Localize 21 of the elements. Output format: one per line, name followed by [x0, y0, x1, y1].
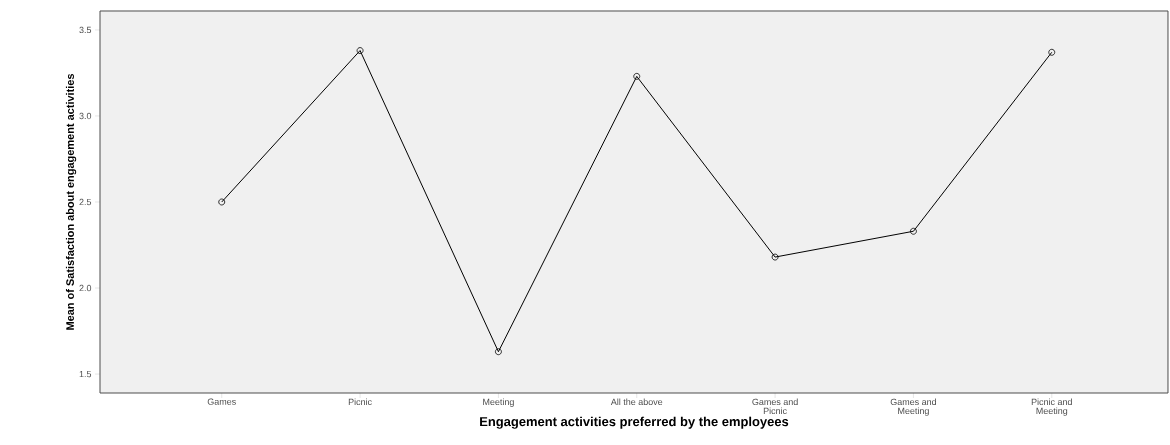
- x-axis-title: Engagement activities preferred by the employees: [480, 416, 789, 429]
- point: [771, 253, 779, 261]
- y-tick-label: 1.5: [79, 370, 92, 378]
- point: [633, 72, 641, 80]
- y-tick-label: 3.5: [79, 26, 92, 34]
- point: [218, 198, 226, 206]
- x-tick-label: Meeting: [483, 398, 514, 407]
- x-tick-label: Picnic: [348, 398, 372, 406]
- y-tick-label: 3.0: [79, 112, 92, 120]
- point: [910, 227, 917, 235]
- y-tick-label: 2.5: [79, 198, 92, 206]
- x-tick-label: All the above: [610, 398, 663, 406]
- x-tick-label: Games: [207, 398, 236, 405]
- x-tick-label: Games and Meeting: [890, 398, 937, 416]
- y-axis-title: Mean of Satisfaction about engagement activities: [65, 73, 77, 330]
- point: [495, 348, 502, 356]
- y-tick-label: 2.0: [79, 284, 92, 292]
- point: [1048, 48, 1056, 56]
- point: [356, 47, 364, 54]
- x-tick-label: Picnic and Meeting: [1031, 398, 1072, 416]
- x-tick-label: Games and Picnic: [752, 398, 798, 415]
